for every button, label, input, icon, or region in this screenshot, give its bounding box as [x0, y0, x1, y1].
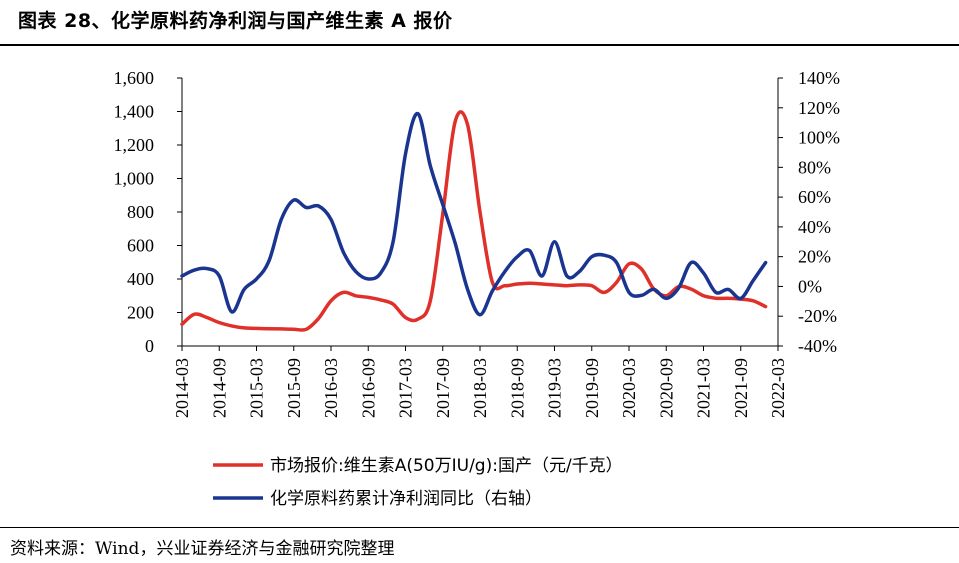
x-tick-label: 2020-09 [656, 358, 676, 418]
left-tick-label: 0 [145, 336, 154, 356]
x-tick-label: 2016-09 [358, 358, 378, 418]
right-tick-label: 80% [798, 157, 831, 177]
right-tick-label: 120% [798, 98, 840, 118]
x-tick-label: 2016-03 [321, 358, 341, 418]
left-tick-label: 600 [127, 236, 154, 256]
bottom-rule [0, 527, 959, 528]
right-tick-label: 0% [798, 276, 822, 296]
legend: 市场报价:维生素A(50万IU/g):国产（元/千克） 化学原料药累计净利润同比… [213, 456, 623, 509]
x-tick-label: 2014-09 [209, 358, 229, 418]
right-tick-label: -40% [798, 336, 837, 356]
right-tick-label: 20% [798, 247, 831, 267]
right-tick-label: 100% [798, 128, 840, 148]
x-tick-label: 2018-09 [507, 358, 527, 418]
x-tick-label: 2021-09 [731, 358, 751, 418]
x-tick-label: 2015-03 [247, 358, 267, 418]
x-tick-label: 2017-09 [433, 358, 453, 418]
figure-title: 图表 28、化学原料药净利润与国产维生素 A 报价 [18, 10, 453, 32]
x-tick-label: 2018-03 [470, 358, 490, 418]
x-tick-label: 2015-09 [284, 358, 304, 418]
chart: 0 200 400 600 800 1,000 1,200 1,400 1,600 -40% -20… [114, 68, 841, 509]
left-tick-label: 1,400 [114, 102, 155, 122]
left-tick-label: 1,600 [114, 68, 155, 88]
x-tick-label: 2020-03 [619, 358, 639, 418]
top-rule [0, 44, 959, 46]
x-tick-label: 2019-09 [582, 358, 602, 418]
series-line-profit-yoy [180, 111, 768, 317]
left-tick-label: 200 [127, 303, 154, 323]
x-tick-label: 2022-03 [768, 358, 788, 418]
legend-label-price: 市场报价:维生素A(50万IU/g):国产（元/千克） [270, 456, 623, 476]
x-tick-label: 2017-03 [396, 358, 416, 418]
left-tick-label: 400 [127, 269, 154, 289]
x-tick-label: 2014-03 [172, 358, 192, 418]
source-note: 资料来源：Wind，兴业证券经济与金融研究院整理 [10, 539, 395, 559]
left-tick-label: 1,200 [114, 135, 155, 155]
left-tick-label: 1,000 [114, 169, 155, 189]
axes-group: 0 200 400 600 800 1,000 1,200 1,400 1,600 -40% -20… [114, 68, 841, 418]
x-tick-label: 2019-03 [545, 358, 565, 418]
series-group [180, 110, 768, 332]
legend-label-profit: 化学原料药累计净利润同比（右轴） [270, 489, 542, 509]
x-tick-label: 2021-03 [694, 358, 714, 418]
right-tick-label: 60% [798, 187, 831, 207]
right-tick-label: 40% [798, 217, 831, 237]
series-line-vitamin-a-price [180, 110, 768, 332]
right-tick-label: -20% [798, 306, 837, 326]
left-tick-label: 800 [127, 202, 154, 222]
right-tick-label: 140% [798, 68, 840, 88]
